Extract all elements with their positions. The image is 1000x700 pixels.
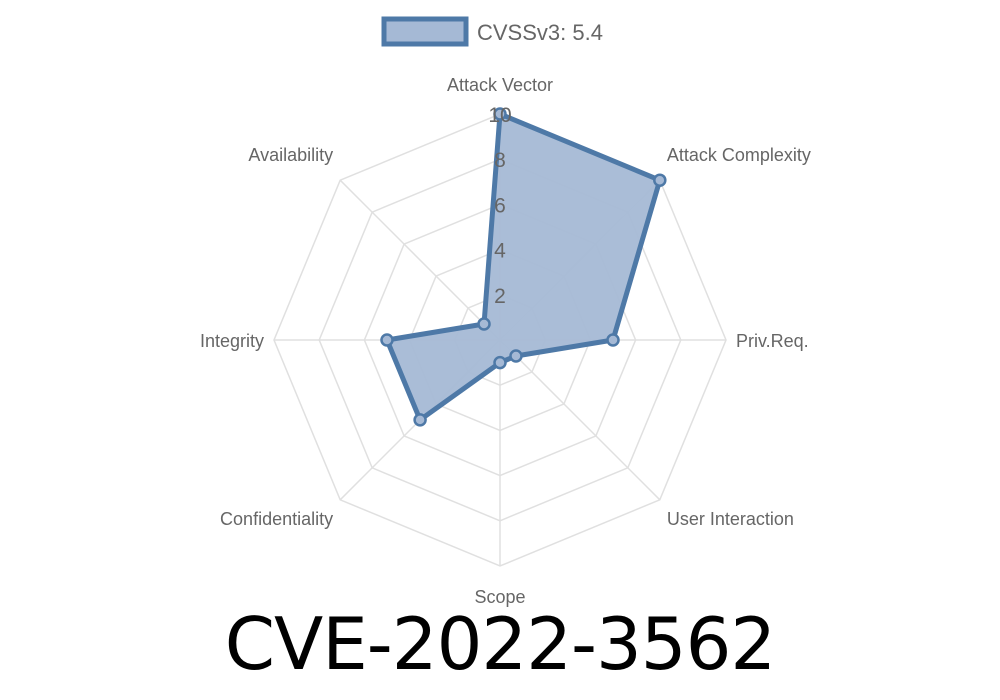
grid-spoke	[499, 339, 661, 501]
data-point	[509, 349, 523, 363]
axis-label: User Interaction	[667, 509, 794, 529]
data-point	[413, 413, 427, 427]
data-point	[493, 355, 507, 370]
axis-label: Confidentiality	[220, 509, 333, 529]
data-point	[653, 173, 667, 187]
axis-label: Attack Vector	[447, 75, 553, 95]
tick-label: 10	[488, 104, 511, 127]
data-point	[380, 333, 394, 347]
grid-spoke	[339, 179, 501, 341]
legend-label: CVSSv3: 5.4	[477, 20, 603, 45]
legend-swatch	[381, 16, 469, 47]
axis-label: Priv.Req.	[736, 331, 809, 351]
axis-label: Integrity	[200, 331, 264, 351]
tick-label: 4	[494, 240, 506, 263]
data-point	[493, 107, 507, 121]
tick-label: 2	[494, 285, 506, 308]
data-point	[477, 317, 491, 331]
chart-title: CVE-2022-3562	[224, 602, 776, 686]
axis-label: Availability	[248, 145, 333, 165]
tick-label: 8	[494, 149, 506, 172]
axis-label: Scope	[474, 587, 525, 607]
axis-label: Attack Complexity	[667, 145, 811, 165]
data-point	[606, 333, 620, 347]
tick-label: 6	[494, 194, 506, 217]
